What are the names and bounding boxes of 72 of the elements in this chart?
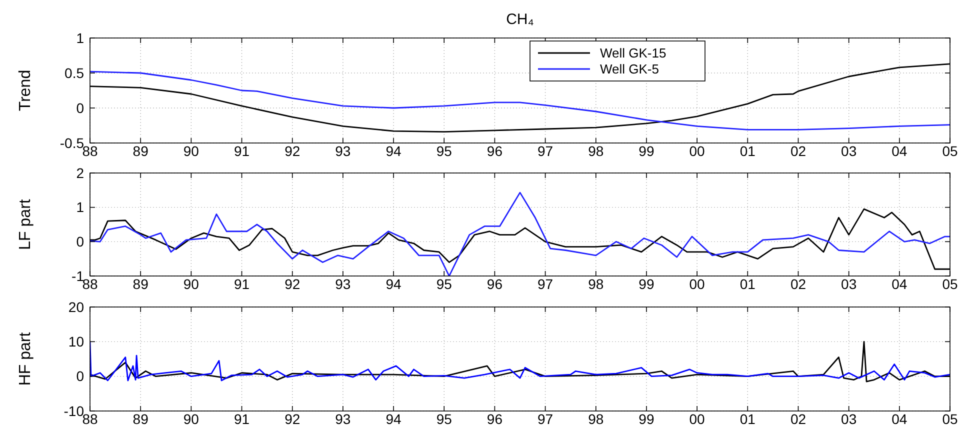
y-tick-label: 10 — [68, 334, 84, 350]
x-tick-label: 93 — [335, 143, 351, 159]
x-tick-label: 88 — [82, 143, 98, 159]
x-tick-label: 91 — [234, 411, 250, 427]
x-tick-label: 04 — [892, 411, 908, 427]
y-tick-label: -0.5 — [60, 134, 84, 151]
x-tick-label: 94 — [386, 143, 402, 159]
y-axis-title: Trend — [17, 70, 34, 112]
legend-label: Well GK-15 — [600, 46, 666, 61]
x-tick-label: 98 — [588, 143, 604, 159]
y-tick-label: 1 — [76, 199, 84, 216]
x-tick-label: 97 — [538, 411, 554, 427]
x-tick-label: 02 — [790, 411, 806, 427]
y-tick-label: 0 — [76, 234, 84, 250]
x-tick-label: 92 — [284, 276, 300, 292]
x-tick-label: 92 — [284, 411, 300, 427]
x-tick-label: 03 — [841, 411, 857, 427]
x-tick-label: 05 — [942, 411, 958, 427]
x-tick-label: 90 — [183, 411, 200, 427]
x-tick-label: 99 — [638, 143, 654, 159]
x-tick-label: 96 — [486, 143, 503, 159]
x-tick-label: 93 — [335, 276, 351, 292]
x-tick-label: 03 — [841, 143, 857, 159]
x-tick-label: 98 — [588, 411, 604, 427]
x-tick-label: 88 — [82, 276, 98, 292]
x-tick-label: 96 — [486, 276, 503, 292]
x-tick-label: 94 — [386, 276, 402, 292]
x-tick-label: 90 — [183, 276, 200, 292]
x-tick-label: 98 — [588, 276, 604, 292]
x-tick-label: 90 — [183, 143, 200, 159]
y-tick-label: 1 — [76, 30, 84, 46]
x-tick-label: 95 — [436, 143, 452, 159]
x-tick-label: 91 — [234, 276, 250, 292]
y-axis-title: HF part — [17, 332, 34, 386]
x-tick-label: 99 — [638, 411, 654, 427]
x-tick-label: 89 — [132, 276, 149, 292]
x-tick-label: 93 — [335, 411, 351, 427]
x-tick-label: 01 — [740, 143, 756, 159]
chart-title: CH₄ — [506, 11, 534, 28]
x-tick-label: 02 — [790, 143, 806, 159]
x-tick-label: 05 — [942, 276, 958, 292]
x-tick-label: 95 — [436, 411, 452, 427]
x-tick-label: 97 — [538, 276, 554, 292]
x-tick-label: 00 — [689, 276, 706, 292]
x-tick-label: 04 — [892, 276, 908, 292]
x-tick-label: 01 — [740, 411, 756, 427]
x-tick-label: 97 — [538, 143, 554, 159]
x-tick-label: 00 — [689, 411, 706, 427]
y-tick-label: 2 — [76, 164, 84, 181]
x-tick-label: 01 — [740, 276, 756, 292]
y-tick-label: -10 — [64, 402, 84, 419]
x-tick-label: 89 — [132, 411, 149, 427]
x-tick-label: 88 — [82, 411, 98, 427]
x-tick-label: 03 — [841, 276, 857, 292]
y-tick-label: 20 — [68, 298, 84, 315]
x-tick-label: 94 — [386, 411, 402, 427]
legend-label: Well GK-5 — [600, 62, 659, 77]
x-tick-label: 96 — [486, 411, 503, 427]
x-tick-label: 04 — [892, 143, 908, 159]
x-tick-label: 05 — [942, 143, 958, 159]
x-tick-label: 00 — [689, 143, 706, 159]
y-axis-title: LF part — [17, 198, 34, 250]
x-tick-label: 89 — [132, 143, 149, 159]
x-tick-label: 02 — [790, 276, 806, 292]
x-tick-label: 92 — [284, 143, 300, 159]
y-tick-label: 0.5 — [64, 64, 84, 81]
x-tick-label: 95 — [436, 276, 452, 292]
x-tick-label: 91 — [234, 143, 250, 159]
y-tick-label: 0 — [76, 368, 84, 384]
y-tick-label: 0 — [76, 100, 84, 116]
y-tick-label: -1 — [72, 268, 84, 284]
x-tick-label: 99 — [638, 276, 654, 292]
